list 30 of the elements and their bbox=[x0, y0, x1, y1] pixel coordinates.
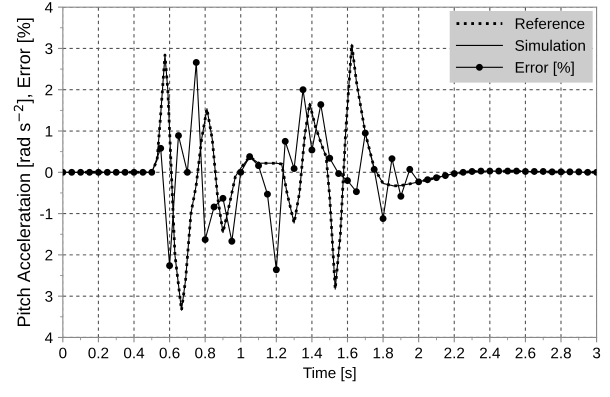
x-tick-label: 1.8 bbox=[374, 348, 394, 358]
x-tick-label: 3 bbox=[592, 348, 600, 358]
x-tick-label: 1.6 bbox=[338, 348, 358, 358]
x-tick-label: 0.6 bbox=[160, 348, 180, 358]
x-tick-label: 2.2 bbox=[444, 348, 464, 358]
x-tick-label: 2.6 bbox=[516, 348, 536, 358]
y-tick-label: 0 bbox=[45, 167, 53, 178]
y-tick-label: 4 bbox=[44, 2, 53, 13]
x-tick-label: 2.8 bbox=[551, 348, 571, 358]
x-tick-label: 0.4 bbox=[124, 348, 144, 358]
x-tick-label: 0.2 bbox=[88, 348, 108, 358]
legend-label: Reference bbox=[516, 18, 584, 30]
x-tick-label: 2 bbox=[415, 348, 422, 358]
x-tick-label: 0 bbox=[59, 348, 66, 358]
y-tick-label: 4 bbox=[44, 332, 53, 343]
y-tick-label: 2 bbox=[45, 250, 52, 260]
y-tick-label: 2 bbox=[45, 84, 52, 96]
y-tick-label: 3 bbox=[45, 291, 52, 302]
x-tick-label: 0.8 bbox=[195, 348, 216, 358]
y-tick-label: 1 bbox=[46, 126, 52, 137]
x-axis-title: Time [s] bbox=[303, 366, 356, 382]
legend-label: Simulation bbox=[515, 40, 585, 51]
legend-label: Error [%] bbox=[516, 62, 574, 76]
y-tick-label: -1 bbox=[40, 208, 52, 220]
x-tick-label: 2.4 bbox=[480, 348, 500, 358]
x-tick-label: 1.2 bbox=[266, 348, 286, 358]
x-tick-label: 1.4 bbox=[302, 348, 322, 358]
y-tick-label: 3 bbox=[45, 43, 52, 54]
x-tick-label: 1 bbox=[238, 348, 244, 358]
y-axis-title: Pitch Accelerataion [rad s$^{−2}$], Error [%] bbox=[14, 18, 34, 326]
